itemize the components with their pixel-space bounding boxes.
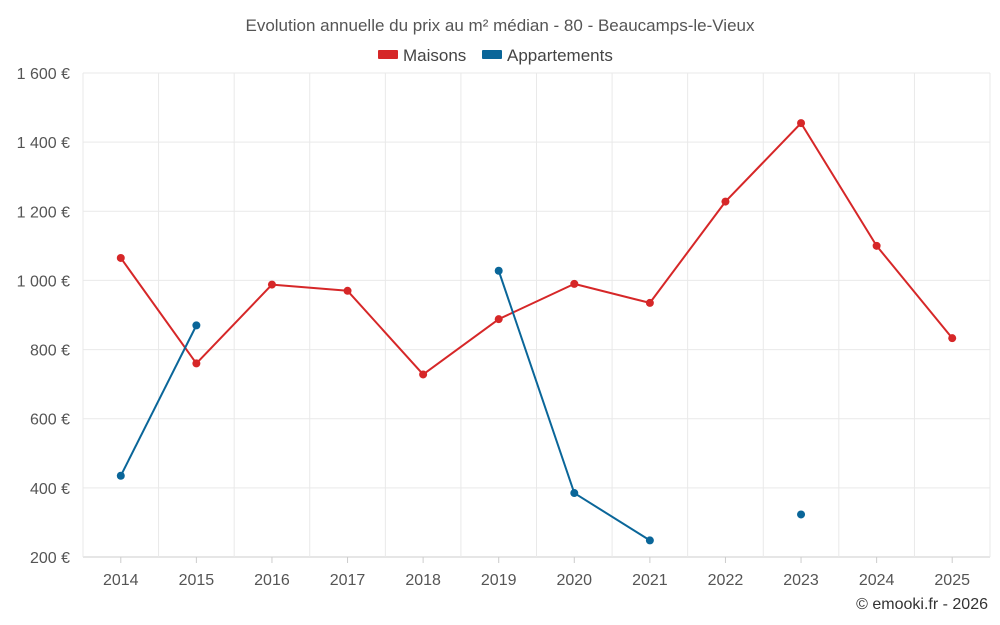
- x-tick-label: 2014: [103, 572, 139, 589]
- data-point-maisons-2023[interactable]: [797, 119, 806, 128]
- data-point-maisons-2016[interactable]: [267, 280, 276, 289]
- x-tick-label: 2021: [632, 572, 668, 589]
- y-tick-label: 400 €: [30, 481, 70, 498]
- data-point-maisons-2021[interactable]: [645, 298, 654, 307]
- data-point-maisons-2020[interactable]: [570, 279, 579, 288]
- series-line-appartements: [497, 270, 651, 542]
- data-point-maisons-2025[interactable]: [948, 334, 957, 343]
- chart-title: Evolution annuelle du prix au m² médian …: [245, 16, 755, 35]
- data-point-appartements-2020[interactable]: [570, 489, 579, 498]
- x-tick-label: 2025: [934, 572, 970, 589]
- x-tick-label: 2017: [330, 572, 366, 589]
- x-tick-label: 2022: [708, 572, 744, 589]
- legend-label-maisons[interactable]: Maisons: [403, 46, 466, 65]
- y-axis: 200 € 400 € 600 € 800 € 1 000 € 1 200 € 1 400 …: [17, 66, 70, 567]
- legend-swatch-appartements[interactable]: [482, 50, 502, 59]
- legend-swatch-maisons[interactable]: [378, 50, 398, 59]
- series-line-maisons: [119, 122, 953, 376]
- x-tick-label: 2015: [179, 572, 215, 589]
- x-tick-label: 2020: [556, 572, 592, 589]
- series-line-appartements: [119, 324, 198, 477]
- data-point-appartements-2014[interactable]: [116, 471, 125, 480]
- y-tick-label: 1 000 €: [17, 273, 70, 290]
- x-tick-label: 2019: [481, 572, 517, 589]
- y-tick-label: 1 400 €: [17, 135, 70, 152]
- y-tick-label: 600 €: [30, 412, 70, 429]
- y-tick-label: 1 200 €: [17, 204, 70, 221]
- series-appartements: [116, 266, 806, 545]
- data-point-maisons-2014[interactable]: [116, 253, 125, 262]
- data-point-maisons-2015[interactable]: [192, 359, 201, 368]
- legend: Maisons Appartements: [378, 46, 613, 65]
- x-tick-label: 2016: [254, 572, 290, 589]
- series-layer: [116, 119, 957, 545]
- data-point-maisons-2022[interactable]: [721, 197, 730, 206]
- y-tick-label: 200 €: [30, 550, 70, 567]
- credit-text: © emooki.fr - 2026: [856, 596, 988, 613]
- x-axis: 2014 2015 2016 2017 2018 2019 2020 2021 2022 2023…: [103, 557, 970, 589]
- data-point-maisons-2017[interactable]: [343, 286, 352, 295]
- legend-label-appartements[interactable]: Appartements: [507, 46, 613, 65]
- data-point-maisons-2018[interactable]: [419, 370, 428, 379]
- data-point-maisons-2019[interactable]: [494, 315, 503, 324]
- x-tick-label: 2024: [859, 572, 895, 589]
- data-point-appartements-2019[interactable]: [494, 266, 503, 275]
- y-tick-label: 800 €: [30, 343, 70, 360]
- data-point-maisons-2024[interactable]: [872, 241, 881, 250]
- data-point-appartements-2021[interactable]: [645, 536, 654, 545]
- series-maisons: [116, 119, 957, 379]
- y-tick-label: 1 600 €: [17, 66, 70, 83]
- grid: [82, 72, 991, 558]
- x-tick-label: 2023: [783, 572, 819, 589]
- x-tick-label: 2018: [405, 572, 441, 589]
- data-point-appartements-2023[interactable]: [797, 510, 806, 519]
- data-point-appartements-2015[interactable]: [192, 321, 201, 330]
